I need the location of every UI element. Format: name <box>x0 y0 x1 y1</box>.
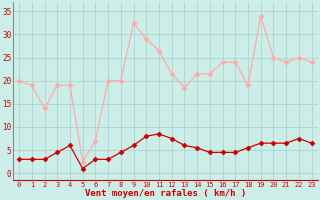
X-axis label: Vent moyen/en rafales ( km/h ): Vent moyen/en rafales ( km/h ) <box>85 189 246 198</box>
